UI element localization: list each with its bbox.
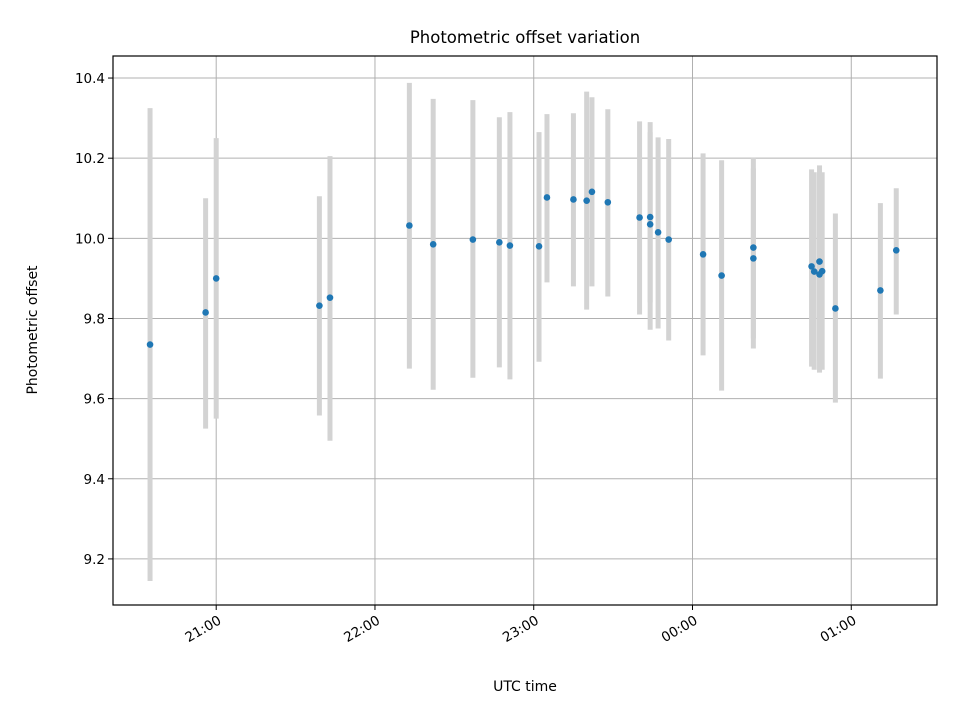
data-point	[699, 251, 707, 258]
chart-title: Photometric offset variation	[410, 28, 640, 47]
data-point	[636, 214, 643, 221]
y-tick-label: 10.2	[75, 151, 105, 167]
x-axis-label: UTC time	[493, 679, 557, 695]
grid	[113, 56, 937, 605]
data-point	[406, 222, 413, 229]
x-tick-label: 22:00	[341, 613, 383, 646]
data-point	[750, 255, 757, 262]
data-point	[816, 258, 823, 265]
data-point	[506, 242, 514, 249]
x-tick-label: 21:00	[183, 613, 225, 646]
data-point	[469, 236, 477, 243]
data-point	[570, 196, 577, 203]
data-point	[583, 197, 590, 204]
y-tick-label: 10.4	[75, 71, 105, 87]
x-tick-label: 01:00	[818, 613, 860, 646]
plot-frame	[112, 55, 938, 606]
data-point	[646, 213, 654, 221]
y-axis-label: Photometric offset	[25, 265, 41, 395]
data-point	[808, 263, 815, 270]
data-point	[146, 341, 154, 348]
data-point	[832, 305, 839, 312]
y-tick-label: 9.8	[84, 311, 105, 327]
data-point	[892, 247, 900, 254]
plot-background	[113, 56, 937, 605]
x-tick-label: 23:00	[500, 613, 542, 646]
data-point	[810, 268, 818, 275]
data-point	[429, 241, 437, 248]
data-point	[646, 221, 654, 228]
data-point	[877, 287, 884, 294]
x-tick-label: 00:00	[659, 613, 701, 646]
y-tick-label: 9.4	[84, 472, 105, 488]
data-point	[496, 239, 503, 246]
data-point	[604, 198, 612, 206]
y-tick-label: 9.6	[84, 392, 105, 408]
data-point	[588, 188, 596, 196]
data-point	[750, 244, 757, 251]
data-point	[665, 236, 672, 243]
x-axis-ticks: 21:00 22:00 23:00 00:00 01:00	[183, 605, 860, 646]
data-point	[535, 243, 543, 250]
data-point	[543, 194, 551, 201]
data-points	[146, 188, 900, 348]
y-tick-label: 10.0	[75, 231, 105, 247]
data-point	[202, 309, 209, 316]
y-tick-label: 9.2	[84, 552, 105, 568]
data-point	[718, 272, 725, 279]
y-axis-ticks: 9.2 9.4 9.6 9.8 10.0 10.2 10.4	[75, 71, 113, 568]
data-point	[326, 294, 334, 301]
data-point	[212, 275, 220, 282]
data-point	[818, 267, 826, 275]
data-point	[654, 229, 662, 236]
data-point	[316, 302, 323, 309]
